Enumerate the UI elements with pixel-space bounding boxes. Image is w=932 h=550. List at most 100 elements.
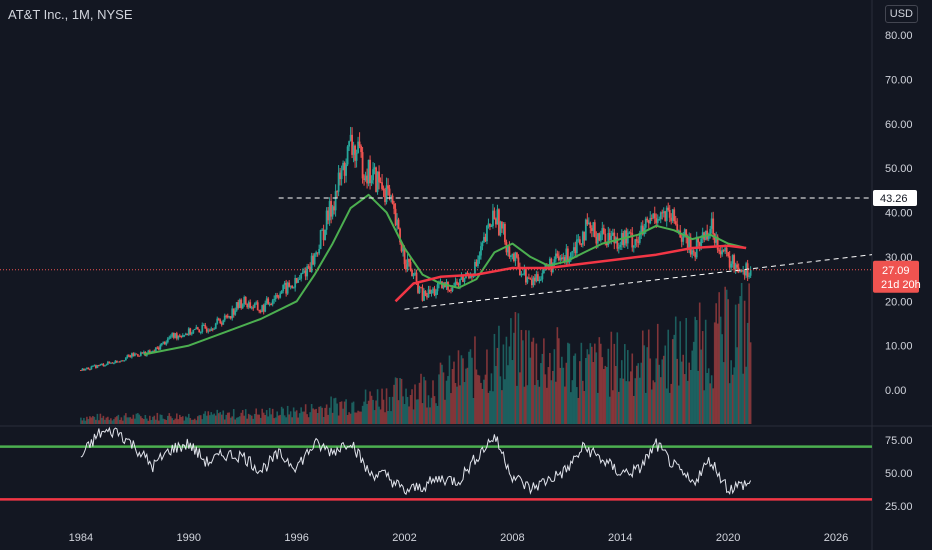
volume-bar <box>480 382 482 424</box>
volume-bar <box>328 407 331 424</box>
volume-bar <box>583 391 586 424</box>
candle-body <box>274 295 277 300</box>
candle-body <box>514 252 517 262</box>
volume-bar <box>303 411 305 424</box>
volume-bar <box>363 401 365 424</box>
candle-body <box>411 270 413 277</box>
candle-body <box>271 300 274 305</box>
volume-bar <box>677 385 680 424</box>
volume-bar <box>288 414 290 424</box>
candle-body <box>427 289 430 298</box>
candle-body <box>322 229 325 241</box>
volume-bar <box>689 369 692 424</box>
candle-body <box>730 263 733 268</box>
bar-countdown-label: 21d 20h <box>881 279 921 291</box>
volume-bar <box>259 417 262 424</box>
candle-body <box>572 247 575 251</box>
volume-bar <box>430 397 433 424</box>
volume-bar <box>249 414 252 424</box>
candle-body <box>527 277 530 279</box>
volume-bar <box>375 400 377 424</box>
volume-bar <box>638 377 641 424</box>
volume-bar <box>604 365 607 424</box>
candle-body <box>355 152 358 161</box>
candle-body <box>285 282 288 294</box>
volume-bar <box>246 418 249 424</box>
volume-bar <box>722 362 725 424</box>
candle-body <box>289 285 292 287</box>
candle-body <box>376 171 379 192</box>
volume-bar <box>403 404 406 424</box>
candle-body <box>370 180 373 184</box>
candle-body <box>349 134 352 142</box>
candle-body <box>283 282 286 285</box>
candle-body <box>160 343 163 345</box>
candle-body <box>235 302 238 311</box>
volume-bar <box>271 408 274 424</box>
candle-body <box>560 257 563 260</box>
volume-bar <box>270 414 272 424</box>
volume-bar <box>459 385 461 424</box>
candle-body <box>343 162 346 176</box>
candle-body <box>629 232 632 234</box>
volume-bar <box>568 343 571 424</box>
candle-body <box>526 277 529 283</box>
candle-body <box>740 269 743 272</box>
candle-body <box>259 311 262 313</box>
volume-bar <box>582 380 584 424</box>
candle-body <box>638 232 641 243</box>
volume-bar <box>231 416 234 424</box>
candle-body <box>508 246 511 257</box>
candle-body <box>593 222 596 237</box>
volume-bar <box>202 413 205 424</box>
volume-bar <box>181 416 184 424</box>
candle-body <box>748 275 751 277</box>
candle-body <box>533 277 536 282</box>
volume-bar <box>186 417 189 424</box>
volume-bar <box>394 377 397 424</box>
candle-body <box>382 188 385 190</box>
volume-bar <box>508 346 511 424</box>
candle-body <box>634 239 637 246</box>
rsi-tick-label: 75.00 <box>885 435 913 447</box>
volume-bar <box>656 323 659 424</box>
candle-body <box>713 233 716 243</box>
volume-bar <box>113 419 115 424</box>
volume-bar <box>382 399 385 424</box>
volume-bar <box>541 353 544 424</box>
volume-bar <box>195 420 198 424</box>
candle-body <box>378 171 380 183</box>
currency-button[interactable]: USD <box>884 5 918 23</box>
candle-body <box>102 363 105 366</box>
candle-body <box>291 285 294 289</box>
candle-body <box>207 330 210 332</box>
candle-body <box>162 341 165 344</box>
candle-body <box>641 225 644 235</box>
candle-body <box>303 270 306 273</box>
volume-bar <box>201 419 204 424</box>
candle-body <box>337 172 340 192</box>
volume-bar <box>134 418 136 424</box>
candle-body <box>270 304 273 306</box>
volume-bar <box>267 416 269 424</box>
candle-body <box>530 279 533 286</box>
volume-bar <box>187 413 190 424</box>
candle-body <box>418 287 421 293</box>
candle-body <box>204 325 207 329</box>
volume-bar <box>349 413 352 424</box>
volume-bar <box>706 372 708 424</box>
volume-bar <box>577 397 580 424</box>
candle-body <box>586 219 589 225</box>
volume-bar <box>611 390 614 424</box>
volume-bar <box>614 366 617 424</box>
volume-bar <box>474 336 476 424</box>
volume-bar <box>220 414 223 424</box>
volume-bar <box>718 292 720 424</box>
candle-body <box>451 286 454 291</box>
candle-body <box>652 213 655 218</box>
volume-bar <box>175 413 178 424</box>
volume-bar <box>153 415 156 424</box>
volume-bar <box>138 414 141 424</box>
volume-bar <box>448 355 451 424</box>
